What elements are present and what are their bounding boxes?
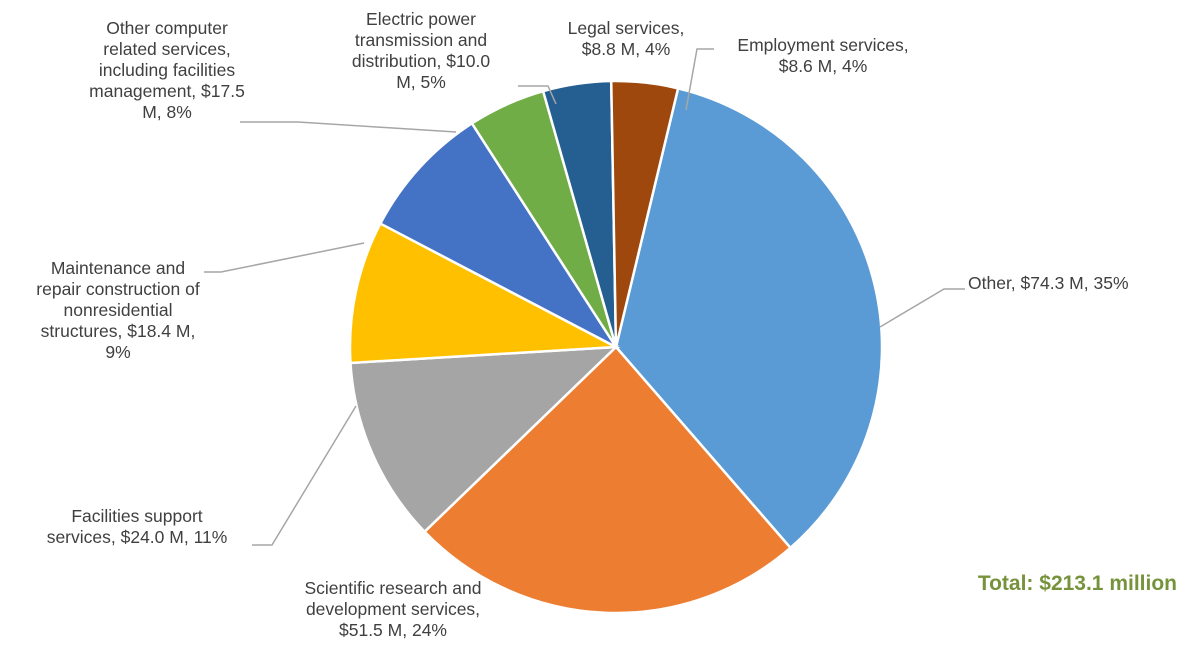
pie-slices xyxy=(348,79,884,615)
leader-line-5 xyxy=(518,85,557,105)
pie-slice-4 xyxy=(378,121,620,351)
slice-label-line: M, 8% xyxy=(142,102,192,122)
slice-label-line: services, $24.0 M, 11% xyxy=(47,527,228,547)
pie-slice-3 xyxy=(348,221,621,365)
slice-label-line: $8.8 M, 4% xyxy=(582,39,671,59)
slice-label-5: Electric power transmission and distributi… xyxy=(352,9,490,92)
slice-label-line: Facilities support xyxy=(71,506,202,526)
slice-label-7: Employment services, $8.6 M, 4% xyxy=(737,35,908,76)
slice-label-0: Other, $74.3 M, 35% xyxy=(968,273,1129,293)
slice-label-line: $51.5 M, 24% xyxy=(339,620,447,640)
leader-line-4 xyxy=(240,121,457,133)
slice-label-line: Maintenance and xyxy=(51,258,185,278)
slice-label-line: Employment services, xyxy=(737,35,908,55)
slice-label-line: Other, $74.3 M, 35% xyxy=(968,273,1129,293)
slice-label-line: M, 5% xyxy=(396,72,446,92)
leader-lines xyxy=(204,48,965,546)
slice-label-line: management, $17.5 xyxy=(89,81,245,101)
slice-label-line: Other computer xyxy=(106,18,228,38)
slice-label-line: Scientific research and xyxy=(304,578,481,598)
slice-label-6: Legal services, $8.8 M, 4% xyxy=(568,18,685,59)
slice-label-4: Other computer related services, including… xyxy=(89,18,245,122)
slice-label-line: development services, xyxy=(306,599,480,619)
slice-label-line: repair construction of xyxy=(36,279,200,299)
pie-slice-0 xyxy=(614,86,884,550)
total-label: Total: $213.1 million xyxy=(978,572,1177,595)
slice-label-line: transmission and xyxy=(355,30,487,50)
slice-labels: Other, $74.3 M, 35% Scientific research a… xyxy=(36,9,1128,640)
slice-label-line: structures, $18.4 M, xyxy=(41,321,196,341)
slice-label-line: 9% xyxy=(105,342,130,362)
slice-label-line: distribution, $10.0 xyxy=(352,51,490,71)
slice-label-line: related services, xyxy=(103,39,230,59)
slice-label-3: Maintenance and repair construction of non… xyxy=(36,258,200,362)
slice-label-line: Electric power xyxy=(366,9,476,29)
pie-slice-7 xyxy=(609,79,680,348)
slice-label-line: including facilities xyxy=(99,60,235,80)
slice-label-line: $8.6 M, 4% xyxy=(779,56,868,76)
leader-line-2 xyxy=(252,405,357,546)
leader-line-7 xyxy=(685,48,714,111)
leader-line-0 xyxy=(879,288,965,328)
pie-slice-2 xyxy=(349,345,620,534)
slice-label-1: Scientific research and development servi… xyxy=(304,578,481,640)
slice-label-2: Facilities support services, $24.0 M, 11% xyxy=(47,506,228,547)
leader-line-3 xyxy=(204,242,365,273)
slice-label-line: Legal services, xyxy=(568,18,685,38)
slice-label-line: nonresidential xyxy=(64,300,173,320)
pie-slice-1 xyxy=(422,345,793,615)
